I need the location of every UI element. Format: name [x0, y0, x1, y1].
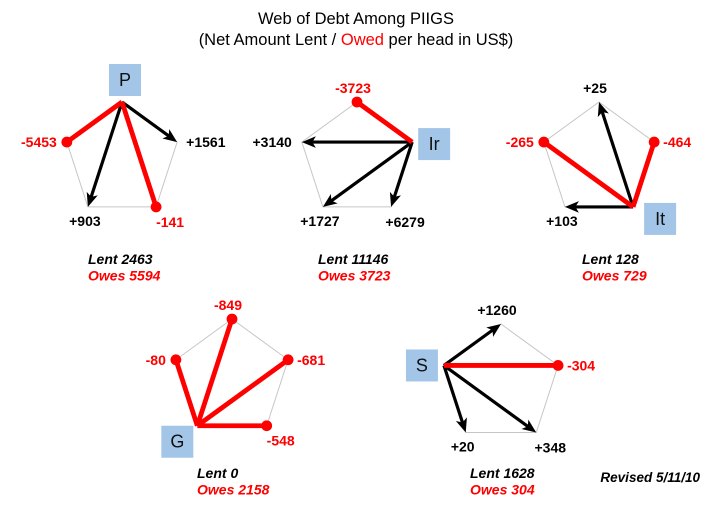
arrowhead-icon	[597, 102, 609, 118]
lent-arrow-line	[121, 100, 171, 138]
country-box	[644, 202, 677, 235]
country-label: P	[119, 70, 131, 90]
value-label: +20	[451, 439, 475, 455]
summary-lent: Lent 128	[582, 251, 639, 267]
lent-arrow-line	[89, 101, 124, 198]
owed-line	[65, 100, 124, 145]
value-label: +3140	[253, 134, 293, 150]
summary-owes: Owes 2158	[197, 482, 270, 498]
owed-dot-icon	[351, 96, 363, 108]
lent-arrow-line	[330, 140, 414, 203]
lent-arrow-line	[442, 364, 465, 424]
subtitle-pre: (Net Amount Lent /	[198, 31, 341, 49]
country-box	[418, 128, 451, 161]
owed-line	[195, 357, 290, 428]
chart-header: Web of Debt Among PIIGS (Net Amount Lent…	[0, 9, 712, 51]
summary-owes: Owes 3723	[318, 268, 391, 284]
owed-line	[195, 318, 235, 427]
country-box	[405, 349, 438, 382]
arrowhead-icon	[301, 136, 316, 148]
owed-line	[173, 359, 200, 427]
owed-line	[542, 140, 635, 209]
owed-dot-icon	[552, 360, 564, 371]
country-label: S	[416, 355, 428, 375]
value-label: -849	[214, 297, 242, 313]
owed-dot-icon	[170, 354, 182, 366]
arrowhead-icon	[455, 417, 467, 433]
summary-owes: Owes 729	[582, 268, 647, 284]
arrowhead-icon	[521, 419, 537, 433]
arrowhead-icon	[389, 191, 401, 207]
lent-arrow-line	[600, 111, 635, 208]
value-label: -304	[567, 357, 595, 373]
value-label: +1561	[186, 134, 226, 150]
value-label: -3723	[335, 80, 371, 96]
owed-dot-icon	[282, 354, 294, 366]
value-label: +25	[583, 80, 607, 96]
lent-arrow-line	[442, 328, 494, 367]
owed-dot-icon	[226, 313, 238, 325]
owed-dot-icon	[261, 420, 273, 432]
value-label: +103	[546, 213, 578, 229]
summary-lent: Lent 2463	[88, 251, 153, 267]
value-label: -464	[663, 134, 691, 150]
value-label: +903	[69, 213, 101, 229]
owed-dot-icon	[648, 136, 660, 148]
lent-arrow-line	[442, 364, 530, 428]
revised-note: Revised 5/11/10	[600, 470, 700, 485]
country-label: It	[655, 209, 665, 229]
summary-owes: Owes 304	[470, 482, 535, 498]
owed-dot-icon	[150, 201, 162, 213]
owed-line	[119, 101, 159, 208]
value-label: -5453	[21, 134, 57, 150]
arrowhead-icon	[564, 201, 579, 213]
chart-title: Web of Debt Among PIIGS	[258, 10, 454, 28]
arrowhead-icon	[86, 191, 98, 207]
owed-dot-icon	[538, 136, 550, 148]
value-label: +1727	[300, 213, 340, 229]
value-label: -141	[156, 214, 184, 230]
country-box	[161, 425, 194, 458]
value-label: -80	[146, 352, 166, 368]
lent-arrow-line	[392, 141, 414, 198]
value-label: +348	[534, 440, 566, 456]
chart-subtitle: (Net Amount Lent / Owed per head in US$)	[0, 30, 712, 51]
arrowhead-icon	[162, 129, 178, 143]
country-label: G	[170, 432, 184, 452]
arrowhead-icon	[486, 324, 501, 337]
value-label: -548	[267, 433, 295, 449]
summary-lent: Lent 1628	[470, 465, 535, 481]
arrowhead-icon	[322, 194, 338, 207]
summary-owes: Owes 5594	[88, 268, 161, 284]
summary-lent: Lent 0	[197, 465, 238, 481]
value-label: +6279	[385, 214, 425, 230]
summary-lent: Lent 11146	[318, 251, 389, 267]
owed-line	[630, 141, 657, 208]
value-label: -265	[506, 134, 534, 150]
country-label: Ir	[429, 134, 440, 154]
value-label: -681	[297, 352, 325, 368]
value-label: +1260	[477, 302, 517, 318]
pentagon-outline	[66, 101, 178, 208]
subtitle-post: per head in US$)	[383, 31, 514, 49]
owed-dot-icon	[61, 136, 73, 148]
country-box	[109, 64, 141, 96]
owed-line	[355, 100, 414, 145]
subtitle-owed-word: Owed	[340, 31, 384, 49]
